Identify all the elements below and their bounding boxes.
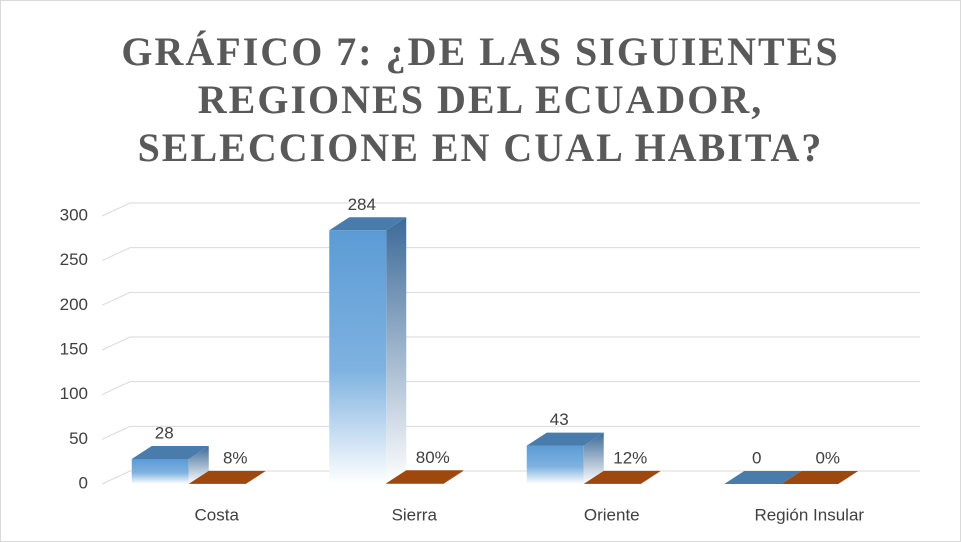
- bar-top: [188, 470, 266, 484]
- grid-line-depth: [101, 202, 131, 217]
- bar-top: [724, 471, 802, 484]
- data-label: 0%: [815, 448, 840, 467]
- bar-top: [329, 217, 407, 231]
- bar-side: [443, 470, 464, 484]
- grid-line-depth: [101, 381, 131, 396]
- data-label: 28: [155, 423, 174, 442]
- data-label: 43: [550, 410, 569, 429]
- chart-title: GRÁFICO 7: ¿DE LAS SIGUIENTES REGIONES D…: [121, 29, 840, 170]
- data-label: 8%: [223, 448, 248, 467]
- data-label: 0: [752, 448, 761, 467]
- bar-top: [526, 432, 604, 446]
- bar-top: [781, 471, 859, 484]
- data-label: 284: [348, 195, 376, 214]
- y-tick-label: 50: [69, 429, 88, 448]
- grid-line-depth: [101, 425, 131, 440]
- bar-top: [131, 445, 209, 459]
- bar: [386, 483, 444, 484]
- x-tick-label: Oriente: [584, 505, 640, 524]
- grid-line-depth: [101, 336, 131, 351]
- bar-side: [188, 445, 209, 484]
- x-tick-label: Costa: [195, 505, 240, 524]
- grid-line-depth: [101, 291, 131, 306]
- x-tick-label: Región Insular: [754, 505, 864, 524]
- bar-side: [640, 470, 661, 484]
- y-tick-label: 300: [60, 205, 88, 224]
- grid-line-depth: [101, 470, 131, 485]
- bar: [329, 230, 387, 484]
- y-tick-label: 200: [60, 295, 88, 314]
- bar: [526, 445, 584, 484]
- bar-side: [583, 432, 604, 484]
- bar-side: [245, 470, 266, 484]
- x-tick-label: Sierra: [392, 505, 438, 524]
- grid-line-depth: [101, 247, 131, 262]
- bar-top: [583, 470, 661, 484]
- bar: [131, 458, 189, 484]
- y-tick-label: 100: [60, 384, 88, 403]
- data-label: 12%: [613, 448, 647, 467]
- bar-top: [386, 470, 464, 484]
- y-tick-label: 150: [60, 339, 88, 358]
- y-tick-label: 250: [60, 250, 88, 269]
- bar-side: [386, 217, 407, 484]
- data-label: 80%: [416, 448, 450, 467]
- y-tick-label: 0: [79, 473, 88, 492]
